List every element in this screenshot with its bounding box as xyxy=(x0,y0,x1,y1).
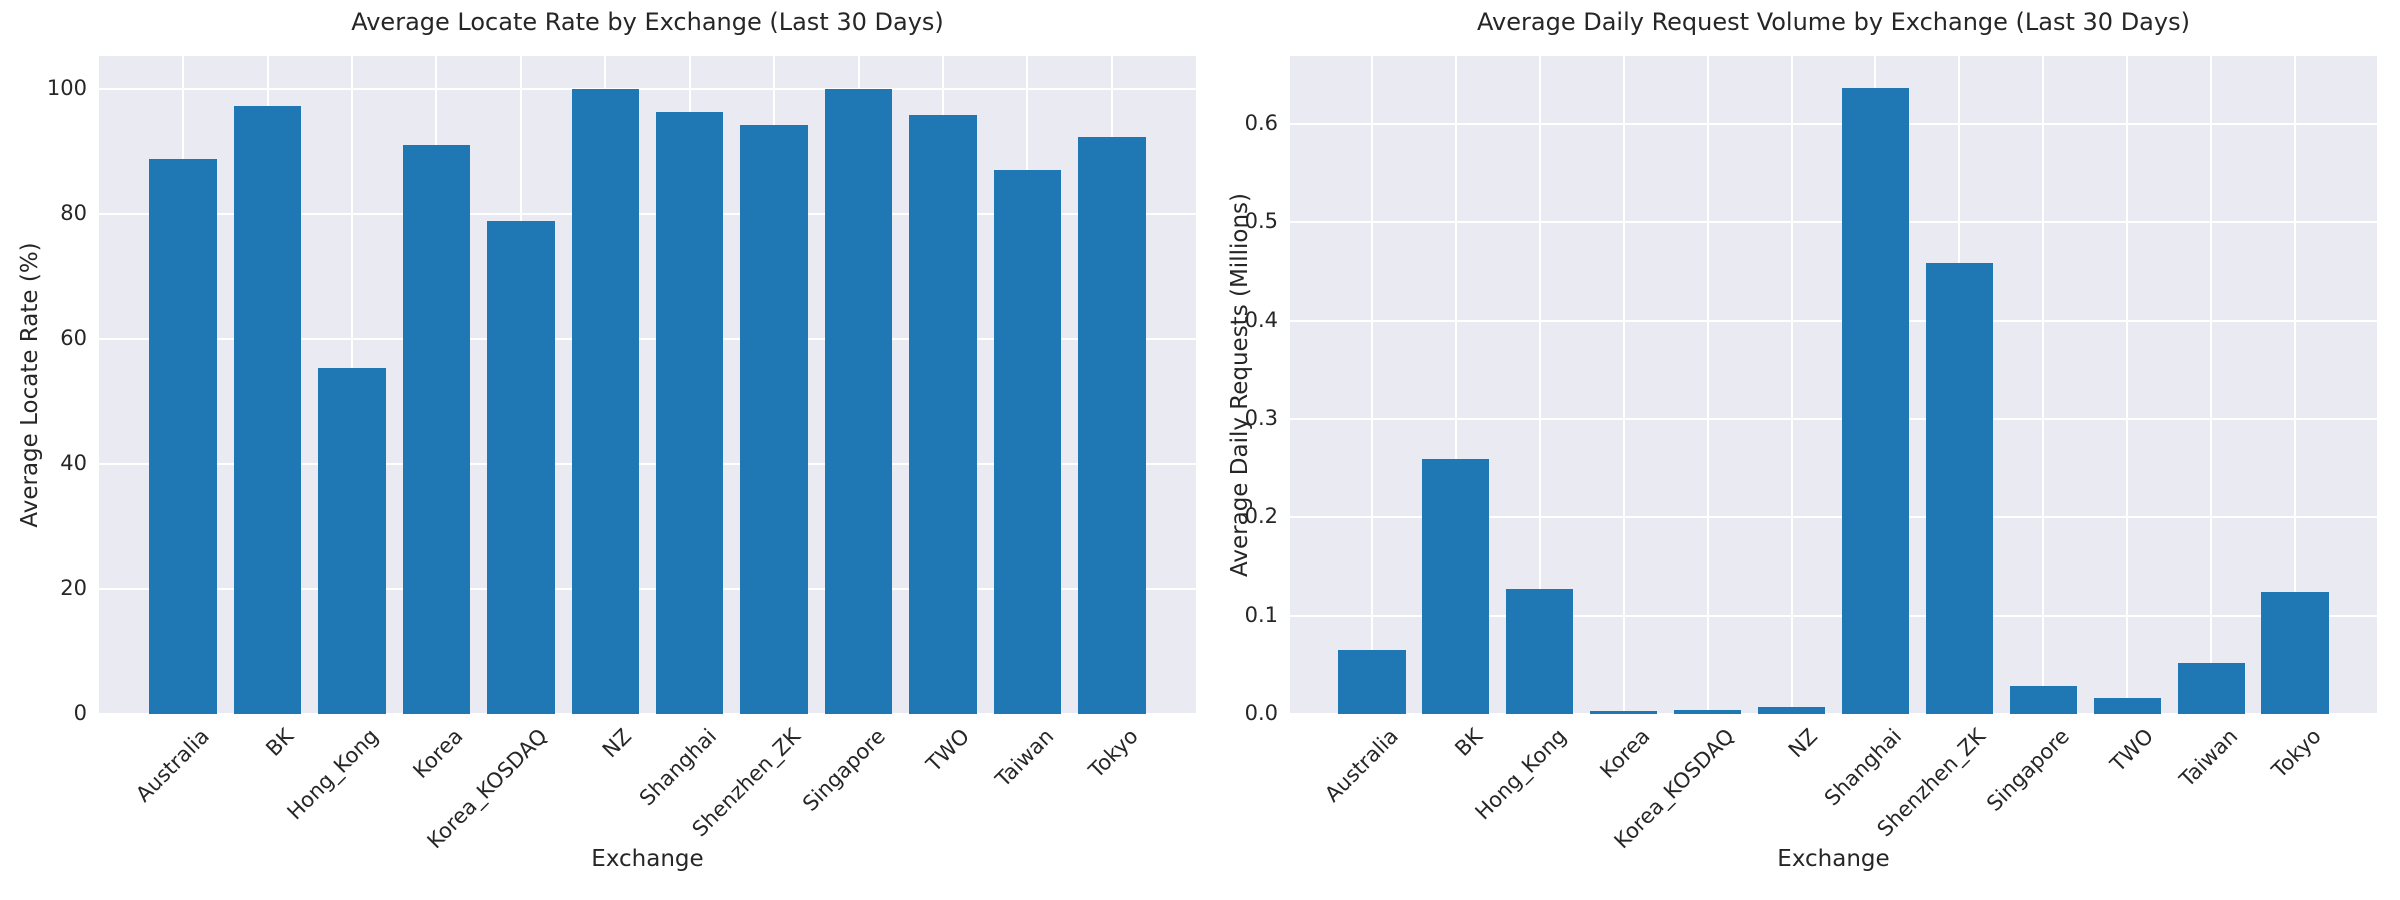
bar-Shanghai xyxy=(655,111,724,714)
x-gridline xyxy=(2126,56,2129,714)
y-gridline xyxy=(99,587,1196,590)
bar-BK xyxy=(1422,459,1490,714)
plot-area-request-volume xyxy=(1290,56,2377,715)
bar-Hong_Kong xyxy=(1506,589,1574,714)
bar-Singapore xyxy=(824,88,893,714)
bar-Tokyo xyxy=(2261,592,2329,714)
x-axis-label: Exchange xyxy=(1777,846,1890,872)
bar-Taiwan xyxy=(2177,662,2245,714)
x-gridline xyxy=(2294,56,2297,714)
plot-area-locate-rate xyxy=(99,56,1196,715)
bar-NZ xyxy=(571,88,640,714)
x-tick-label: Taiwan xyxy=(2174,724,2243,792)
y-tick-label: 0.1 xyxy=(1244,602,1278,627)
y-gridline xyxy=(99,87,1196,90)
y-gridline xyxy=(1290,614,2377,617)
y-tick-label: 80 xyxy=(60,200,87,225)
y-tick-label: 0.6 xyxy=(1244,110,1278,135)
y-tick-label: 60 xyxy=(60,325,87,350)
y-gridline xyxy=(1290,122,2377,125)
y-gridline xyxy=(1290,417,2377,420)
bar-Korea xyxy=(1590,711,1658,714)
y-tick-label: 0.5 xyxy=(1244,209,1278,234)
y-gridline xyxy=(1290,516,2377,519)
y-tick-label: 0.4 xyxy=(1244,307,1278,332)
x-axis-label: Exchange xyxy=(591,846,704,872)
x-tick-label: TWO xyxy=(2105,724,2159,777)
y-gridline xyxy=(99,713,1196,715)
x-tick-label: BK xyxy=(1449,724,1487,761)
bar-Shenzhen_ZK xyxy=(740,124,808,714)
bar-Shanghai xyxy=(1841,88,1910,714)
x-gridline xyxy=(1622,56,1625,714)
x-gridline xyxy=(1706,56,1709,714)
bar-Shenzhen_ZK xyxy=(1925,262,1993,714)
bar-Singapore xyxy=(2009,686,2077,714)
y-tick-label: 0.0 xyxy=(1244,701,1278,725)
x-tick-label: Korea xyxy=(1595,724,1655,784)
y-tick-label: 100 xyxy=(46,75,87,100)
y-gridline xyxy=(1290,319,2377,322)
bar-Taiwan xyxy=(993,169,1062,714)
x-gridline xyxy=(1454,56,1457,714)
y-gridline xyxy=(1290,221,2377,224)
y-tick-label: 20 xyxy=(60,575,87,600)
bar-Korea_KOSDAQ xyxy=(1674,710,1742,714)
chart-title: Average Locate Rate by Exchange (Last 30… xyxy=(351,8,944,36)
y-gridline xyxy=(99,212,1196,215)
bar-Australia xyxy=(1338,650,1406,714)
y-tick-label: 0.2 xyxy=(1244,504,1278,529)
bar-Korea xyxy=(402,144,471,714)
y-gridline xyxy=(99,462,1196,465)
x-tick-label: Australia xyxy=(1320,724,1403,807)
x-gridline xyxy=(1370,56,1373,714)
y-gridline xyxy=(1290,713,2377,715)
x-gridline xyxy=(1538,56,1541,714)
x-gridline xyxy=(2042,56,2045,714)
bar-TWO xyxy=(2093,698,2161,714)
y-tick-label: 0 xyxy=(73,701,87,725)
bar-BK xyxy=(233,106,302,714)
y-gridline xyxy=(99,337,1196,340)
bar-NZ xyxy=(1757,707,1826,714)
x-tick-label: Shanghai xyxy=(1820,724,1907,811)
x-gridline xyxy=(2210,56,2213,714)
x-gridline xyxy=(1790,56,1793,714)
bar-Australia xyxy=(149,158,217,714)
x-tick-label: Singapore xyxy=(1982,724,2075,816)
bar-TWO xyxy=(909,114,977,714)
bar-Tokyo xyxy=(1078,136,1146,714)
x-tick-label: Tokyo xyxy=(2267,724,2327,783)
bar-Hong_Kong xyxy=(318,367,386,714)
y-tick-label: 40 xyxy=(60,450,87,475)
x-tick-label: NZ xyxy=(1784,724,1823,763)
chart-title: Average Daily Request Volume by Exchange… xyxy=(1477,8,2190,36)
bar-Korea_KOSDAQ xyxy=(487,220,555,714)
y-tick-label: 0.3 xyxy=(1244,405,1278,430)
